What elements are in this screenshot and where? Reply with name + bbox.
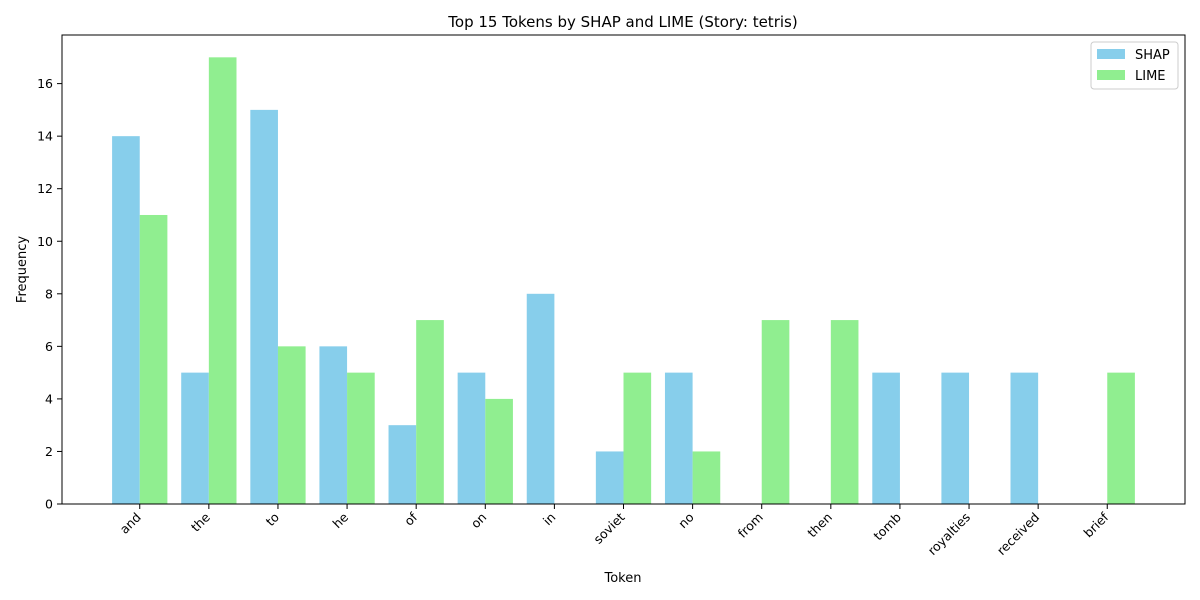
bar-lime-soviet [623,372,652,504]
bar-lime-brief [1107,372,1135,504]
bar-lime-he [347,372,375,504]
y-tick-label: 16 [37,76,53,91]
bar-lime-and [139,214,168,505]
legend-swatch-lime [1097,70,1125,80]
bar-shap-the [181,372,209,504]
bars-group [112,57,1135,505]
y-tick-label: 14 [37,129,53,144]
bar-lime-then [830,320,859,504]
bar-shap-soviet [595,451,624,504]
bar-lime-on [485,398,513,504]
legend-label-shap: SHAP [1135,48,1170,63]
y-tick-label: 6 [45,339,53,354]
bar-lime-of [416,320,444,504]
plot-frame [61,34,1186,505]
bar-shap-he [319,346,348,504]
legend: SHAP LIME [1090,41,1179,90]
y-tick-label: 4 [45,391,53,406]
bar-shap-received [1010,372,1039,504]
bar-lime-no [692,451,721,504]
bar-shap-in [526,293,555,504]
bar-lime-the [208,57,237,504]
legend-swatch-shap [1097,49,1125,59]
y-tick-label: 10 [37,234,53,249]
legend-label-lime: LIME [1135,69,1166,84]
bar-shap-tomb [872,372,900,504]
y-tick-label: 12 [37,181,53,196]
y-tick-label: 2 [45,444,53,459]
y-tick-label: 0 [45,497,53,512]
x-axis-label: Token [604,571,642,586]
y-axis-label: Frequency [15,236,30,303]
bar-shap-royalties [941,372,970,504]
bar-shap-and [112,136,140,504]
chart-title: Top 15 Tokens by SHAP and LIME (Story: t… [447,13,797,31]
bar-shap-of [388,425,417,504]
y-axis-ticks: 0 2 4 6 8 10 12 14 16 [37,76,62,512]
bar-shap-to [250,109,278,504]
y-tick-label: 8 [45,286,53,301]
bar-shap-on [457,372,486,504]
bar-shap-no [664,372,693,504]
bar-lime-from [761,320,790,504]
bar-lime-to [277,346,306,504]
